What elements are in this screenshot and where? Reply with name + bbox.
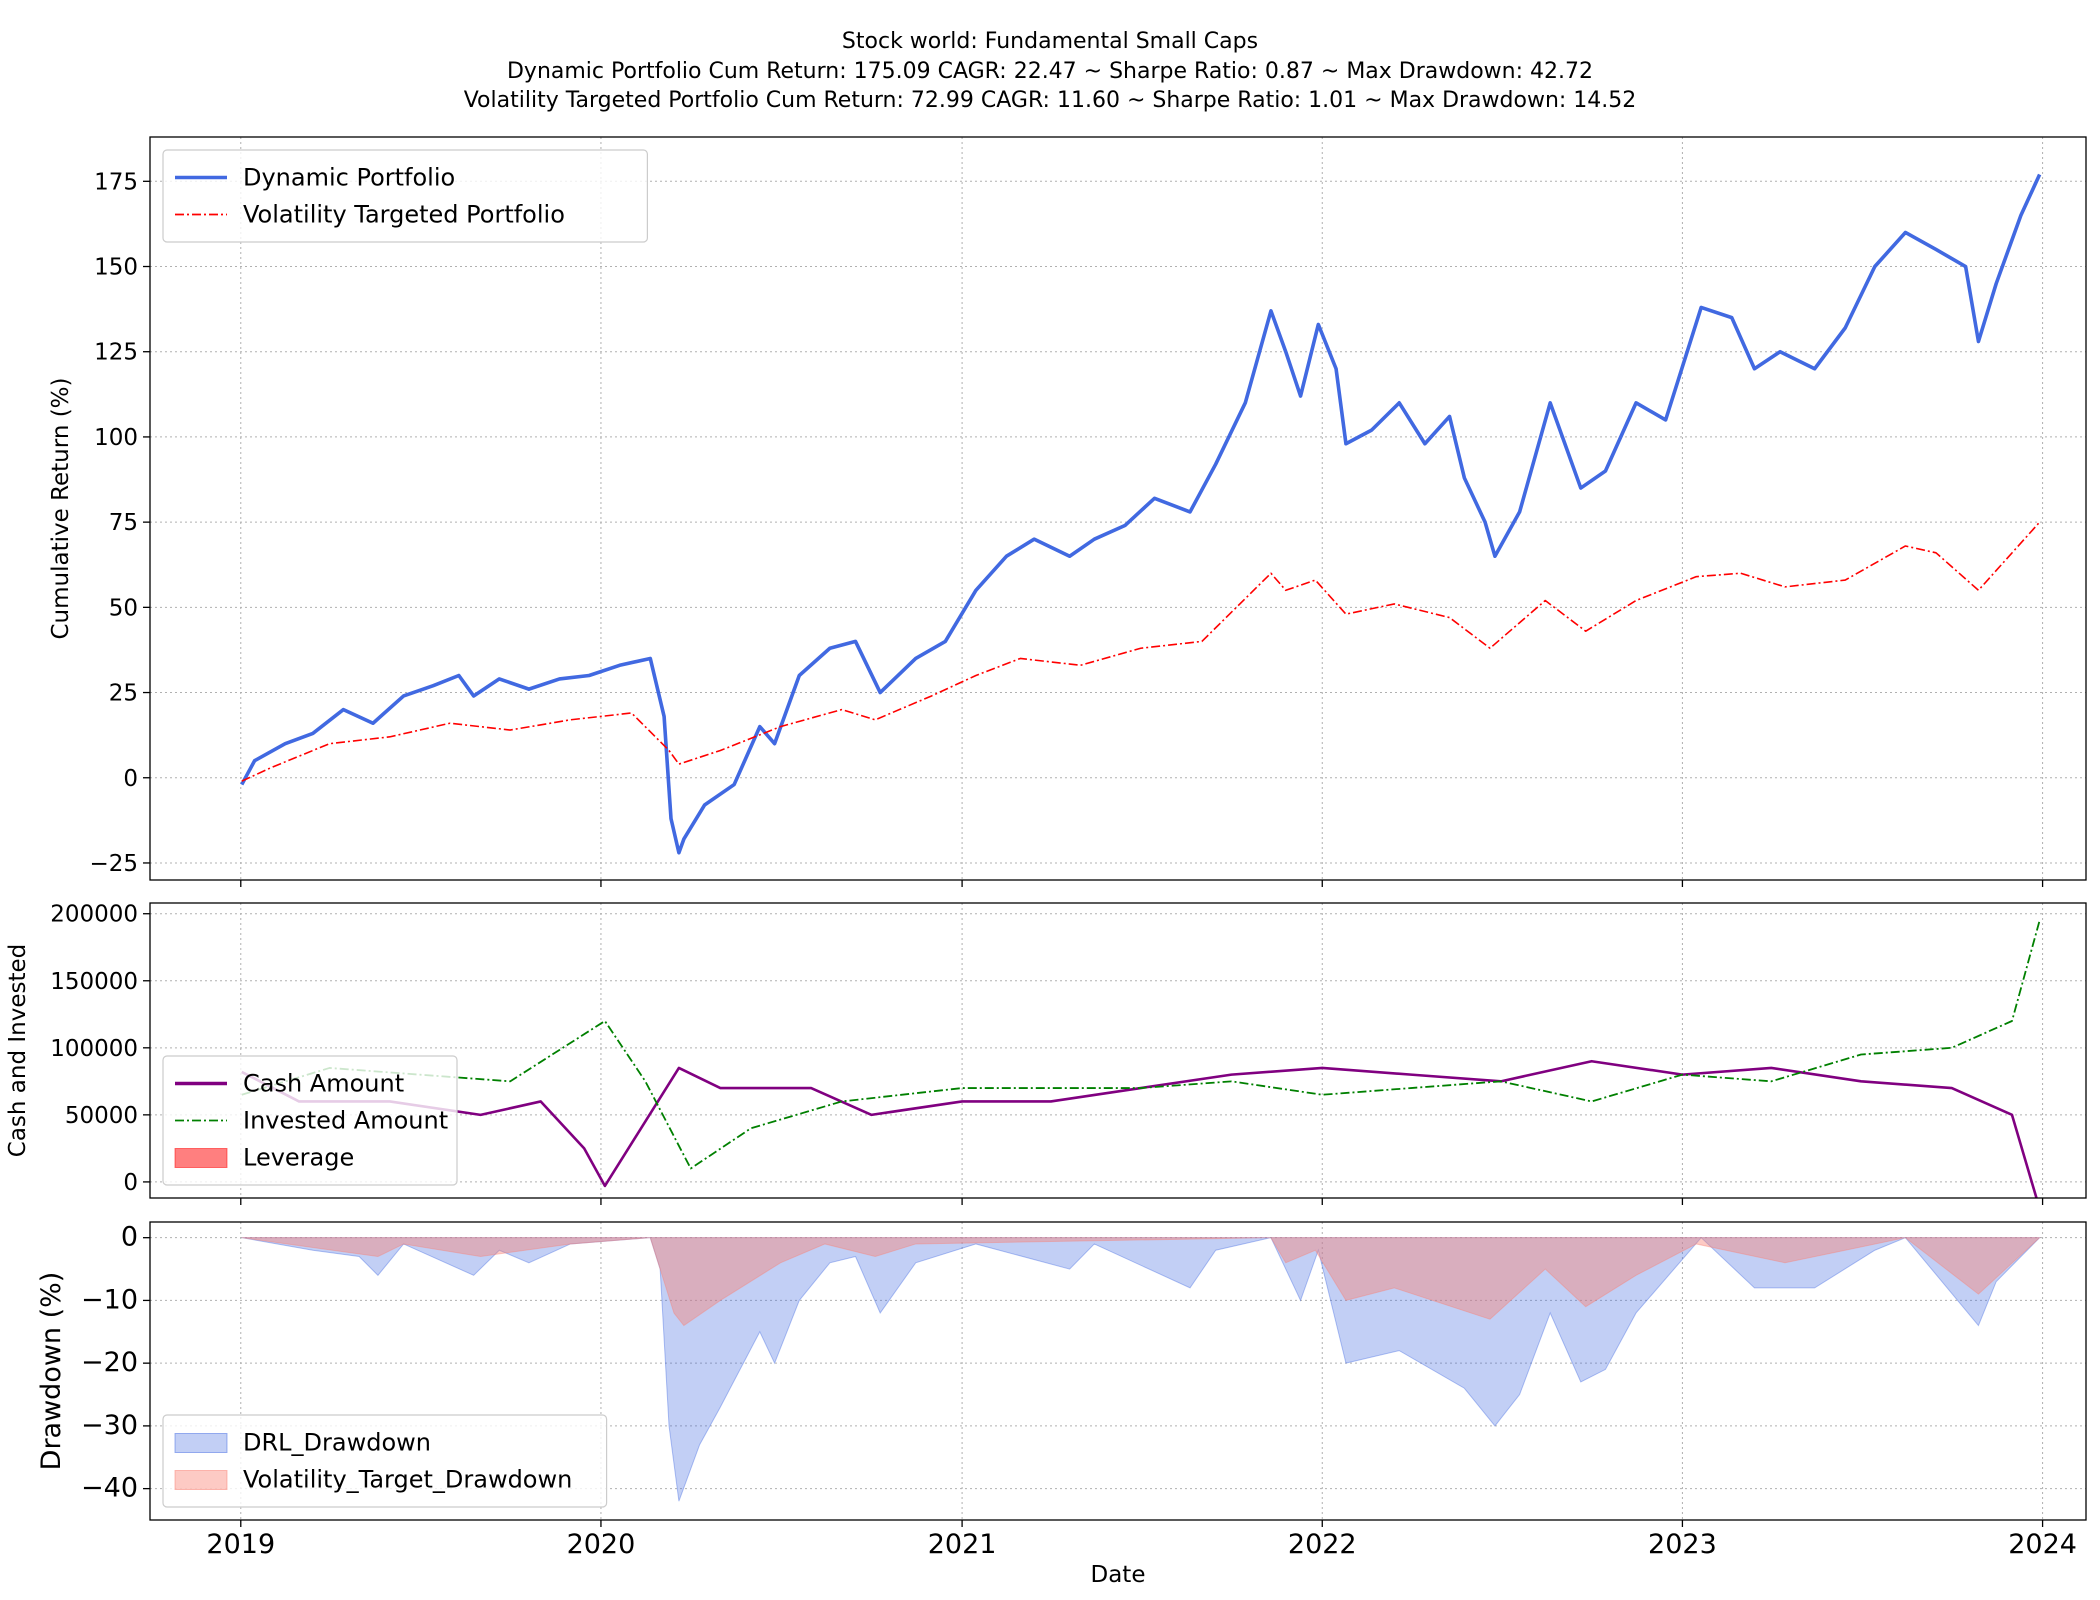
legend: Dynamic Portfolio Volatility Targeted Por… xyxy=(162,149,648,243)
cash-invested-panel: 0 50000 100000 150000 200000 Cash and Investe… xyxy=(5,902,2087,1205)
x-axis: 2019 2020 2021 2022 2023 2024 xyxy=(206,1529,2077,1560)
axes-frame xyxy=(149,902,2087,1199)
drawdown-panel: −40 −30 −20 −10 0 Drawdown (%) DRL_Drawdown Vol… xyxy=(36,1221,2087,1527)
legend-item-invested-amount: Invested Amount xyxy=(175,1107,448,1135)
x-tick-label: 2022 xyxy=(1288,1529,1357,1560)
series-area-drl-drawdown xyxy=(241,1236,2041,1502)
y-tick-label: 200000 xyxy=(50,902,138,928)
legend-item-dynamic-portfolio: Dynamic Portfolio xyxy=(175,164,455,192)
axes-frame xyxy=(149,136,2087,881)
y-tick-label: −10 xyxy=(81,1284,138,1315)
title-line-3: Volatility Targeted Portfolio Cum Return… xyxy=(464,88,1637,113)
y-tick-label: 50000 xyxy=(65,1103,138,1129)
legend-label: Cash Amount xyxy=(243,1070,404,1098)
series-line-dynamic-portfolio xyxy=(240,173,2042,855)
y-axis-label: Cash and Invested xyxy=(5,944,31,1157)
y-tick-label: −25 xyxy=(89,851,138,877)
y-tick-label: 50 xyxy=(109,595,138,621)
y-tick-label: −30 xyxy=(81,1410,138,1441)
y-tick-label: 125 xyxy=(94,340,138,366)
legend-item-cash-amount: Cash Amount xyxy=(175,1070,404,1098)
series-line-volatility-targeted-portfolio xyxy=(241,521,2041,782)
legend-label: Dynamic Portfolio xyxy=(243,164,455,192)
series-area-volatility-target-drawdown xyxy=(241,1237,2041,1327)
x-tick-label: 2021 xyxy=(928,1529,997,1560)
x-tick-label: 2023 xyxy=(1648,1529,1717,1560)
x-tick-label: 2020 xyxy=(567,1529,636,1560)
series-line-cash-amount xyxy=(241,1059,2038,1198)
legend-box xyxy=(162,1055,458,1186)
y-tick-label: 0 xyxy=(123,766,138,792)
title-line-1: Stock world: Fundamental Small Caps xyxy=(842,29,1258,54)
legend-item-leverage: Leverage xyxy=(174,1144,354,1172)
legend-label: Volatility Targeted Portfolio xyxy=(243,201,565,229)
plot-area xyxy=(240,173,2042,855)
legend: Cash Amount Invested Amount Leverage xyxy=(162,1055,458,1186)
y-axis-label: Drawdown (%) xyxy=(36,1272,67,1471)
axes-frame xyxy=(149,1221,2087,1521)
legend-swatch xyxy=(174,1470,228,1490)
legend-item-drl-drawdown: DRL_Drawdown xyxy=(174,1429,431,1457)
y-tick-label: 25 xyxy=(109,681,138,707)
plot-area xyxy=(241,1236,2041,1502)
y-tick-label: 100000 xyxy=(50,1036,138,1062)
y-tick-label: −40 xyxy=(81,1473,138,1504)
y-tick-label: 175 xyxy=(94,169,138,195)
y-tick-label: −20 xyxy=(81,1347,138,1378)
y-tick-label: 0 xyxy=(121,1222,138,1253)
y-tick-label: 150 xyxy=(94,255,138,281)
y-tick-label: 150000 xyxy=(50,969,138,995)
y-tick-label: 0 xyxy=(123,1170,138,1196)
x-axis-label: Date xyxy=(1091,1562,1146,1588)
legend-label: Volatility_Target_Drawdown xyxy=(243,1466,572,1494)
legend-item-volatility-target-drawdown: Volatility_Target_Drawdown xyxy=(174,1466,572,1494)
legend: DRL_Drawdown Volatility_Target_Drawdown xyxy=(162,1414,608,1508)
title-line-2: Dynamic Portfolio Cum Return: 175.09 CAG… xyxy=(507,59,1593,84)
legend-label: Leverage xyxy=(243,1144,354,1172)
x-tick-label: 2024 xyxy=(2008,1529,2077,1560)
legend-label: Invested Amount xyxy=(243,1107,448,1135)
returns-panel: −25 0 25 50 75 100 125 150 175 Cumulative Return … xyxy=(48,136,2087,887)
legend-swatch xyxy=(174,1148,228,1168)
x-tick-label: 2019 xyxy=(206,1529,275,1560)
legend-box xyxy=(162,1414,608,1508)
legend-item-volatility-targeted-portfolio: Volatility Targeted Portfolio xyxy=(175,201,565,229)
legend-label: DRL_Drawdown xyxy=(243,1429,431,1457)
chart-title: Stock world: Fundamental Small Caps Dyna… xyxy=(464,29,1637,113)
y-tick-label: 100 xyxy=(94,425,138,451)
legend-swatch xyxy=(174,1433,228,1453)
series-line-invested-amount xyxy=(241,920,2041,1170)
legend-box xyxy=(162,149,648,243)
plot-area xyxy=(241,920,2041,1198)
y-tick-label: 75 xyxy=(109,510,138,536)
y-axis-label: Cumulative Return (%) xyxy=(48,377,74,639)
